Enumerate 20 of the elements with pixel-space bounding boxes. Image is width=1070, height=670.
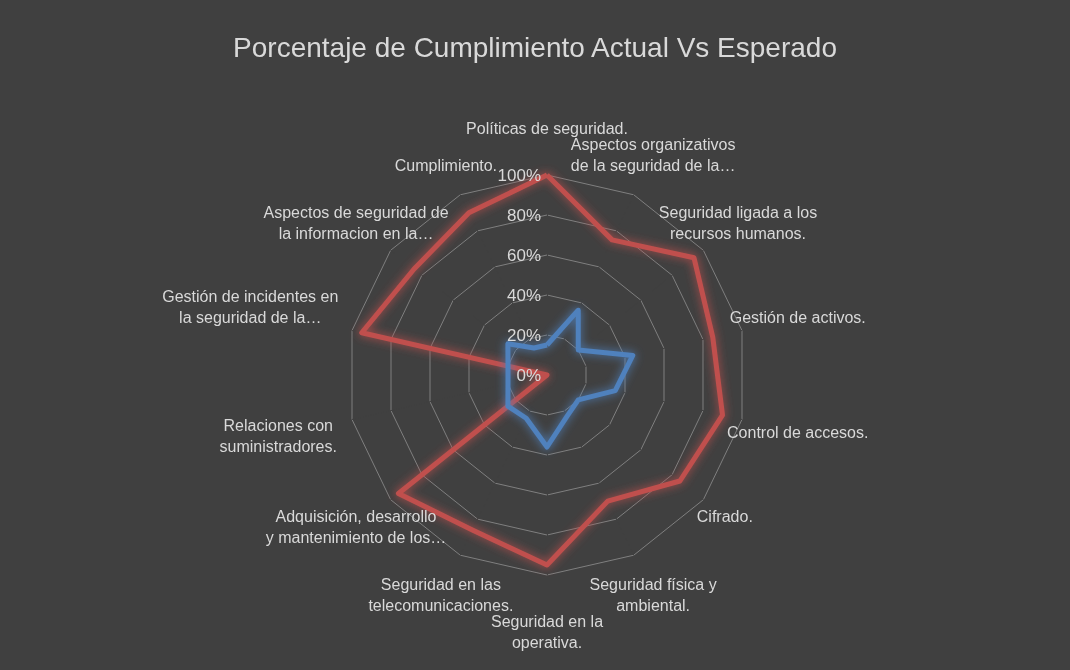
y-tick-label: 100%	[497, 165, 541, 185]
spoke-label: Control de accesos.	[727, 423, 869, 441]
y-tick-label: 40%	[506, 285, 541, 305]
spoke-label: Adquisición, desarrollo y mantenimiento de los…	[265, 508, 447, 547]
spoke-label: Seguridad ligada a los recursos humanos.	[658, 203, 818, 242]
spoke-label: Relaciones con suministradores.	[219, 417, 337, 456]
spoke-label: Seguridad en la operativa.	[490, 613, 604, 651]
chart-title: Porcentaje de Cumplimiento Actual Vs Esperado	[233, 31, 837, 63]
y-tick-label: 0%	[516, 365, 541, 385]
spoke-label: Aspectos de seguridad de la informacion en la…	[263, 203, 449, 242]
spoke-label: Gestión de activos.	[729, 309, 866, 327]
spoke-label: Políticas de seguridad.	[466, 120, 628, 137]
y-tick-label: 60%	[506, 245, 541, 265]
y-tick-label: 20%	[506, 325, 541, 345]
spoke-label: Cumplimiento.	[394, 156, 498, 174]
spoke-label: Seguridad física y ambiental.	[589, 576, 717, 615]
y-tick-label: 80%	[506, 205, 541, 225]
spoke-label: Seguridad en las telecomunicaciones.	[368, 576, 514, 615]
spoke-label: Gestión de incidentes en la seguridad de la…	[162, 288, 339, 327]
spoke-label: Cifrado.	[696, 508, 753, 526]
